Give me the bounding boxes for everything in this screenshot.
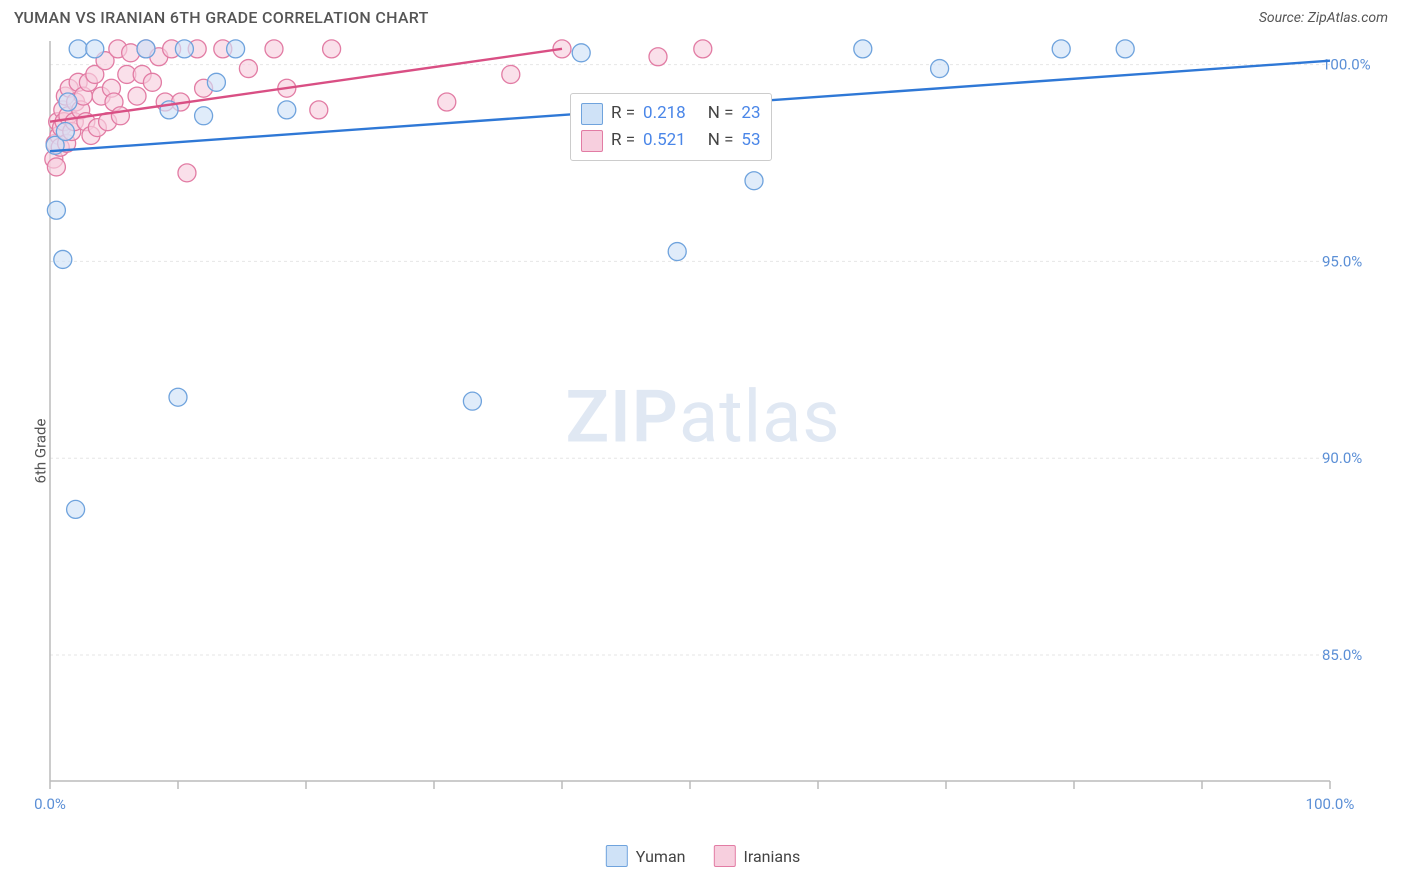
chart-area: 6th Grade 85.0% 90.0% 95.0% 100.0% 0.0% 100.0… bbox=[0, 31, 1406, 871]
swatch-icon bbox=[581, 103, 603, 125]
legend-row: R = 0.218 N = 23 bbox=[581, 100, 761, 127]
legend-label: Iranians bbox=[744, 847, 801, 866]
source-label: Source: ZipAtlas.com bbox=[1259, 10, 1388, 26]
series-legend: Yuman Iranians bbox=[606, 845, 800, 867]
svg-text:100.0%: 100.0% bbox=[1322, 56, 1371, 74]
y-axis-label: 6th Grade bbox=[31, 419, 49, 484]
legend-item-iranians: Iranians bbox=[714, 845, 801, 867]
n-value: 53 bbox=[741, 127, 760, 154]
svg-text:0.0%: 0.0% bbox=[34, 795, 66, 813]
n-label: N = bbox=[708, 127, 734, 154]
legend-label: Yuman bbox=[636, 847, 686, 866]
r-value: 0.218 bbox=[643, 100, 686, 127]
r-label: R = bbox=[611, 127, 635, 154]
n-label: N = bbox=[708, 100, 734, 127]
r-label: R = bbox=[611, 100, 635, 127]
swatch-icon bbox=[714, 845, 736, 867]
svg-text:95.0%: 95.0% bbox=[1322, 252, 1362, 270]
svg-text:90.0%: 90.0% bbox=[1322, 449, 1362, 467]
r-value: 0.521 bbox=[643, 127, 686, 154]
svg-text:100.0%: 100.0% bbox=[1306, 795, 1355, 813]
svg-text:85.0%: 85.0% bbox=[1322, 646, 1362, 664]
correlation-legend: R = 0.218 N = 23 R = 0.521 N = 53 bbox=[570, 93, 772, 161]
swatch-icon bbox=[606, 845, 628, 867]
n-value: 23 bbox=[741, 100, 760, 127]
swatch-icon bbox=[581, 130, 603, 152]
chart-title: YUMAN VS IRANIAN 6TH GRADE CORRELATION C… bbox=[14, 8, 429, 27]
legend-item-yuman: Yuman bbox=[606, 845, 686, 867]
legend-row: R = 0.521 N = 53 bbox=[581, 127, 761, 154]
